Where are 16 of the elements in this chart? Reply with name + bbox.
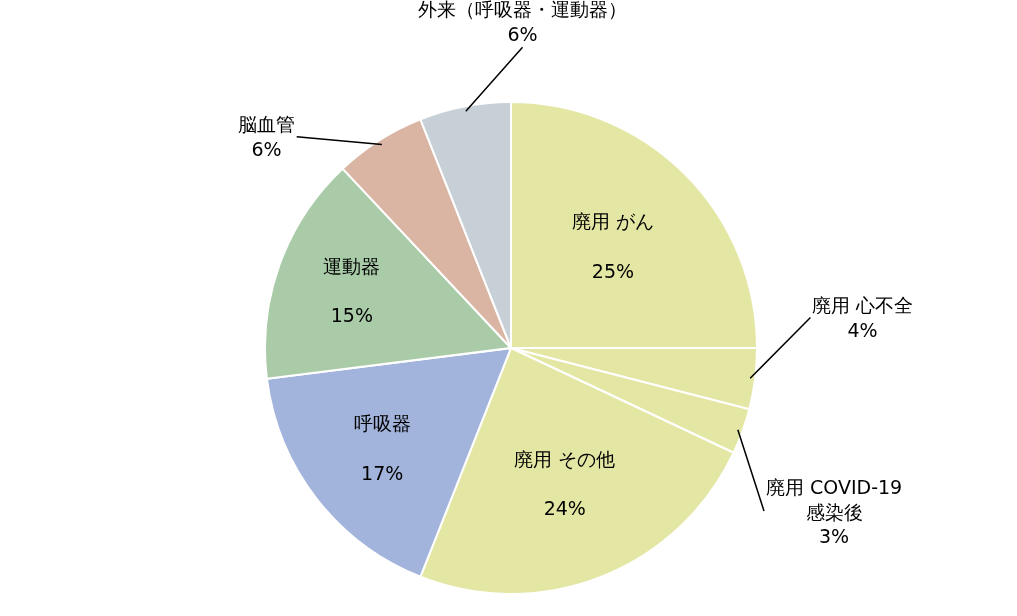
slice-label: 外来（呼吸器・運動器） (418, 0, 627, 20)
data-label: 6% (507, 22, 538, 45)
data-label: 25% (591, 259, 635, 282)
data-label: 4% (847, 318, 878, 341)
slice-label: 運動器 (323, 254, 381, 277)
slice-label: 廃用 COVID-19 感染後 (766, 476, 903, 523)
slice-label: 脳血管 (238, 113, 295, 135)
data-label: 3% (819, 525, 850, 548)
data-label: 15% (330, 304, 373, 327)
data-label: 24% (543, 497, 586, 520)
slice-label: 廃用 その他 (514, 448, 616, 471)
slice-label: 廃用 がん (571, 210, 654, 233)
slice-label: 呼吸器 (353, 412, 411, 435)
slice-label: 廃用 心不全 (812, 294, 914, 316)
data-label: 6% (251, 137, 282, 160)
data-label: 17% (361, 461, 404, 484)
